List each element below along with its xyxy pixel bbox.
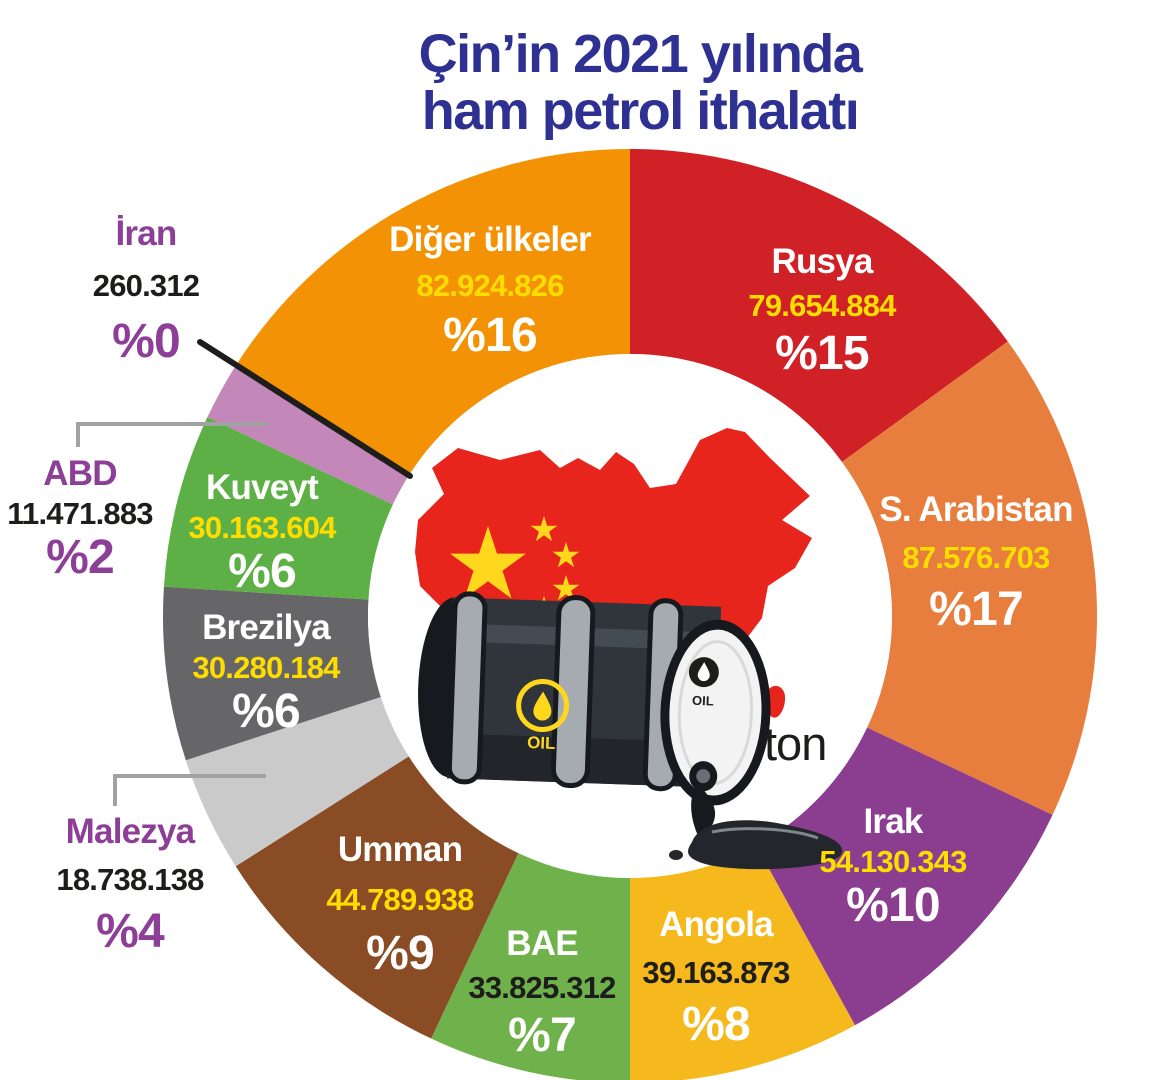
- label-abd-value: 11.471.883: [7, 496, 153, 531]
- chart-title: Çin’in 2021 yılında ham petrol ithalatı: [190, 24, 1090, 142]
- label-angola-value: 39.163.873: [642, 955, 790, 990]
- flag-star-large: [450, 526, 526, 599]
- segment-bae: [431, 853, 630, 1080]
- label-bae-name: BAE: [506, 924, 578, 963]
- iran-callout-line: [197, 339, 413, 479]
- label-arabistan: S. Arabistan 87.576.703 %17: [879, 488, 1073, 636]
- label-angola-name: Angola: [659, 905, 774, 944]
- label-abd: ABD 11.471.883 %2: [7, 452, 153, 584]
- label-rusya: Rusya 79.654.884 %15: [748, 240, 896, 380]
- label-bae-pct: %7: [508, 1009, 577, 1062]
- label-angola-pct: %8: [682, 998, 751, 1051]
- label-irak-pct: %10: [846, 879, 940, 932]
- label-abd-name: ABD: [43, 454, 117, 493]
- label-kuveyt-value: 30.163.604: [188, 510, 336, 545]
- segment-brezilya: [163, 586, 381, 761]
- label-brezilya-pct: %6: [232, 685, 301, 738]
- segment-rusya: [630, 149, 1008, 463]
- barrel-bung-inner: [696, 769, 711, 784]
- segment-arabistan: [841, 341, 1097, 815]
- barrel-ring-1: [446, 591, 488, 785]
- label-rusya-name: Rusya: [771, 242, 873, 281]
- segment-irak: [756, 727, 1053, 1026]
- segment-diger: [235, 149, 630, 476]
- barrel-face-logo-drop: [697, 662, 710, 682]
- barrel-body-logo-ring: [516, 679, 570, 733]
- label-brezilya-value: 30.280.184: [192, 650, 340, 685]
- label-umman-value: 44.789.938: [326, 882, 474, 917]
- label-bae: BAE 33.825.312 %7: [468, 922, 616, 1062]
- label-kuveyt: Kuveyt 30.163.604 %6: [188, 466, 336, 598]
- chart-title-line1: Çin’in 2021 yılında: [418, 24, 863, 84]
- label-rusya-value: 79.654.884: [748, 288, 896, 323]
- oil-puddle-highlight: [711, 827, 819, 840]
- segment-kuveyt: [163, 417, 393, 600]
- label-iran: İran 260.312 %0: [92, 212, 200, 368]
- segment-abd: [207, 365, 409, 505]
- oil-puddle-drop: [669, 850, 683, 860]
- label-umman: Umman 44.789.938 %9: [326, 828, 474, 980]
- segment-angola: [630, 845, 855, 1080]
- unit-label: ton: [764, 717, 827, 770]
- label-arabistan-value: 87.576.703: [902, 540, 1050, 575]
- china-map-island: [766, 685, 786, 718]
- oil-barrel: OIL OIL: [418, 591, 771, 835]
- barrel-oil-spout: [691, 783, 716, 835]
- label-irak: Irak 54.130.343 %10: [819, 800, 967, 932]
- barrel-ring-2: [550, 595, 596, 789]
- label-irak-name: Irak: [863, 802, 923, 841]
- label-bae-value: 33.825.312: [468, 970, 616, 1005]
- abd-callout-line: [76, 422, 268, 447]
- label-kuveyt-pct: %6: [228, 545, 297, 598]
- donut-segments: [163, 149, 1097, 1080]
- flag-star-small-1: [530, 516, 558, 542]
- label-iran-pct: %0: [112, 315, 181, 368]
- label-malezya-name: Malezya: [65, 812, 195, 851]
- label-iran-value: 260.312: [92, 268, 200, 303]
- barrel-body-logo-text: OIL: [527, 733, 556, 753]
- label-malezya-pct: %4: [96, 905, 165, 958]
- malezya-callout-line: [113, 774, 266, 806]
- label-malezya: Malezya 18.738.138 %4: [56, 810, 204, 958]
- label-brezilya-name: Brezilya: [202, 608, 331, 647]
- label-arabistan-name: S. Arabistan: [879, 490, 1073, 529]
- label-brezilya: Brezilya 30.280.184 %6: [192, 606, 340, 738]
- label-diger: Diğer ülkeler 82.924.826 %16: [389, 218, 591, 362]
- flag-star-small-2: [552, 542, 580, 568]
- label-kuveyt-name: Kuveyt: [206, 468, 319, 507]
- label-abd-pct: %2: [46, 531, 115, 584]
- barrel-face-logo-text: OIL: [692, 693, 714, 709]
- label-diger-value: 82.924.826: [416, 268, 564, 303]
- label-irak-value: 54.130.343: [819, 844, 967, 879]
- label-umman-name: Umman: [337, 830, 463, 869]
- barrel-body-logo-drop: [533, 691, 552, 721]
- flag-star-small-3: [552, 575, 580, 601]
- label-diger-name: Diğer ülkeler: [389, 220, 591, 259]
- label-angola: Angola 39.163.873 %8: [642, 903, 790, 1051]
- segment-umman: [235, 756, 519, 1039]
- label-umman-pct: %9: [366, 927, 435, 980]
- label-rusya-pct: %15: [775, 327, 869, 380]
- chart-title-line2: ham petrol ithalatı: [421, 81, 860, 142]
- label-arabistan-pct: %17: [929, 583, 1023, 636]
- segment-malezya: [185, 696, 409, 867]
- label-iran-name: İran: [115, 214, 178, 253]
- label-diger-pct: %16: [443, 309, 537, 362]
- label-malezya-value: 18.738.138: [56, 862, 204, 897]
